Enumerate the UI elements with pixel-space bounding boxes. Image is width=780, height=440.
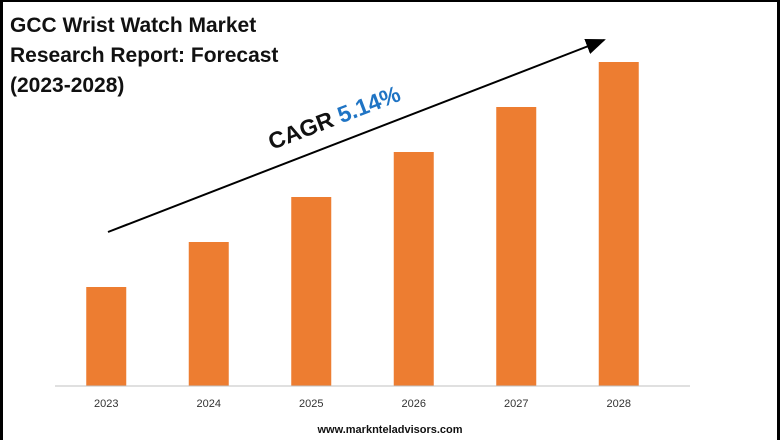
bar-2025 xyxy=(291,197,332,386)
frame-border-top xyxy=(0,0,780,2)
bar-2026 xyxy=(393,152,434,386)
chart-title-line-3: (2023-2028) xyxy=(10,74,125,97)
bars-group xyxy=(86,62,639,386)
frame-border-right xyxy=(777,0,780,440)
chart-title-line-2: Research Report: Forecast xyxy=(10,44,279,67)
x-tick-label-2027: 2027 xyxy=(504,398,528,410)
x-tick-label-2025: 2025 xyxy=(299,398,323,410)
growth-trend-arrow xyxy=(107,39,606,233)
x-tick-label-2028: 2028 xyxy=(607,398,631,410)
x-tick-label-2023: 2023 xyxy=(94,398,118,410)
frame-border-left xyxy=(0,0,3,440)
chart-title-line-1: GCC Wrist Watch Market xyxy=(10,14,257,37)
x-tick-label-2024: 2024 xyxy=(197,398,221,410)
bar-2028 xyxy=(598,62,639,386)
bar-2024 xyxy=(188,242,229,386)
footer-website: www.marknteladvisors.com xyxy=(317,424,463,436)
bar-2027 xyxy=(496,107,537,386)
bar-2023 xyxy=(86,287,127,386)
x-tick-label-2026: 2026 xyxy=(402,398,426,410)
x-tick-labels: 2023 2024 2025 2026 2027 2028 xyxy=(94,398,631,410)
